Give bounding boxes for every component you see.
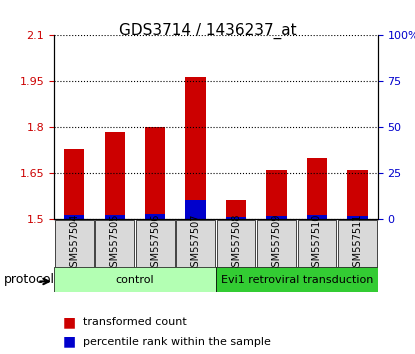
FancyBboxPatch shape xyxy=(338,220,377,267)
Bar xyxy=(266,170,287,219)
Text: ■: ■ xyxy=(62,315,76,329)
Text: GSM557509: GSM557509 xyxy=(271,214,281,273)
Bar xyxy=(307,158,327,219)
Text: GSM557507: GSM557507 xyxy=(190,213,200,273)
Bar xyxy=(145,214,165,219)
Text: GSM557508: GSM557508 xyxy=(231,214,241,273)
Text: protocol: protocol xyxy=(4,273,55,286)
Bar xyxy=(226,217,246,219)
Text: control: control xyxy=(115,275,154,285)
Text: GSM557506: GSM557506 xyxy=(150,214,160,273)
Bar xyxy=(266,216,287,219)
FancyBboxPatch shape xyxy=(136,220,175,267)
Text: percentile rank within the sample: percentile rank within the sample xyxy=(83,337,271,347)
Bar xyxy=(347,170,368,219)
FancyBboxPatch shape xyxy=(95,220,134,267)
Bar xyxy=(64,216,84,219)
Text: transformed count: transformed count xyxy=(83,317,187,327)
FancyBboxPatch shape xyxy=(257,220,296,267)
Text: ■: ■ xyxy=(62,335,76,349)
Text: GSM557511: GSM557511 xyxy=(352,214,362,273)
Text: GDS3714 / 1436237_at: GDS3714 / 1436237_at xyxy=(119,23,296,39)
FancyBboxPatch shape xyxy=(54,267,216,292)
Bar xyxy=(145,127,165,219)
FancyBboxPatch shape xyxy=(216,267,378,292)
FancyBboxPatch shape xyxy=(55,220,94,267)
Bar xyxy=(186,77,206,219)
Bar xyxy=(186,200,206,219)
Bar xyxy=(105,132,125,219)
Text: GSM557504: GSM557504 xyxy=(69,214,79,273)
Bar xyxy=(105,216,125,219)
Text: GSM557505: GSM557505 xyxy=(110,213,120,273)
FancyBboxPatch shape xyxy=(176,220,215,267)
Bar xyxy=(347,216,368,219)
Bar xyxy=(226,200,246,219)
FancyBboxPatch shape xyxy=(217,220,256,267)
Text: Evi1 retroviral transduction: Evi1 retroviral transduction xyxy=(220,275,373,285)
FancyBboxPatch shape xyxy=(298,220,337,267)
Bar xyxy=(307,216,327,219)
Text: GSM557510: GSM557510 xyxy=(312,214,322,273)
Bar xyxy=(64,149,84,219)
